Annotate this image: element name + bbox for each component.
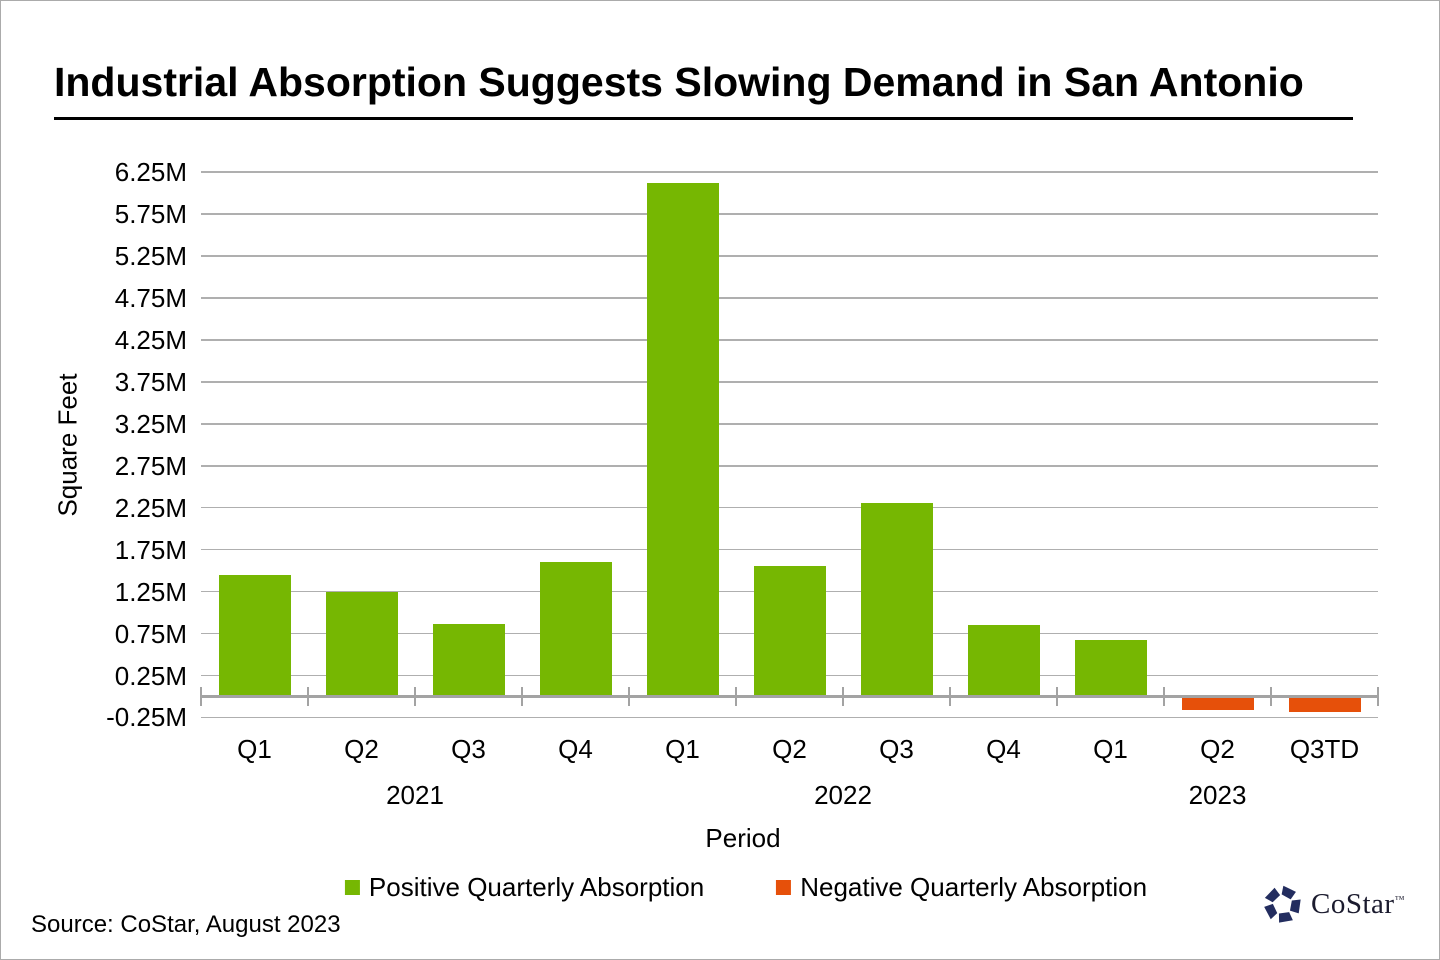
y-tick-label: 2.75M: [114, 450, 187, 481]
costar-pinwheel-icon: [1264, 885, 1301, 923]
gridline-2.25M: [201, 506, 1378, 509]
x-tick-label-q3-2021: Q3: [451, 734, 486, 764]
x-tick-label-q2-2022: Q2: [772, 734, 807, 764]
x-axis-tick: [735, 687, 737, 706]
x-axis-title: Period: [705, 823, 781, 853]
year-label-2021: 2021: [386, 780, 444, 810]
bar-q2-2023: [1181, 698, 1254, 710]
gridline-1.75M: [201, 548, 1378, 551]
bar-q2-2022: [753, 566, 826, 698]
y-tick-label: 4.75M: [114, 282, 187, 313]
y-tick-label: 2.25M: [114, 492, 187, 523]
x-tick-label-q2-2021: Q2: [344, 734, 379, 764]
x-tick-label-q1-2021: Q1: [237, 734, 272, 764]
gridline-4.75M: [201, 297, 1378, 299]
gridline-5.25M: [201, 255, 1378, 257]
x-tick-label-q2-2023: Q2: [1200, 734, 1235, 764]
x-tick-label-q4-2022: Q4: [986, 734, 1021, 764]
bar-q1-2023: [1074, 640, 1147, 698]
bar-q3-2022: [860, 502, 933, 698]
x-tick-label-q1-2022: Q1: [665, 734, 700, 764]
gridline-6.25M: [201, 171, 1378, 173]
bar-q1-2021: [218, 574, 291, 698]
x-tick-label-q3-2022: Q3: [879, 734, 914, 764]
y-tick-label: 3.75M: [114, 366, 187, 397]
bar-q3-2021: [432, 623, 505, 698]
y-tick-label: 1.75M: [114, 534, 187, 565]
source-note: Source: CoStar, August 2023: [31, 911, 341, 938]
y-tick-label: 0.25M: [114, 660, 187, 691]
x-tick-label-q1-2023: Q1: [1093, 734, 1128, 764]
positive-legend-swatch: [344, 880, 360, 895]
x-axis-tick: [842, 687, 844, 706]
legend-item-negative: Negative Quarterly Absorption: [776, 872, 1147, 903]
chart-title: Industrial Absorption Suggests Slowing D…: [54, 59, 1304, 105]
bar-q4-2021: [539, 562, 612, 698]
bar-q3td-2023: [1288, 698, 1361, 713]
legend: Positive Quarterly Absorption Negative Q…: [344, 872, 1147, 903]
y-tick-label: 1.25M: [114, 576, 187, 607]
x-axis-tick: [1270, 687, 1272, 706]
bar-q1-2022: [646, 183, 719, 698]
x-axis-tick: [1163, 687, 1165, 706]
x-axis-tick: [307, 687, 309, 706]
x-axis-tick: [414, 687, 416, 706]
gridline--0.25M: [201, 716, 1378, 719]
legend-item-positive: Positive Quarterly Absorption: [344, 872, 705, 903]
bar-q2-2021: [325, 591, 398, 698]
x-axis-tick: [1056, 687, 1058, 706]
y-tick-label: 4.25M: [114, 324, 187, 355]
positive-legend-label: Positive Quarterly Absorption: [368, 872, 705, 902]
costar-logo: CoStar™: [1261, 883, 1405, 926]
year-label-2022: 2022: [814, 780, 872, 810]
gridline-3.25M: [201, 423, 1378, 425]
x-axis-tick: [1377, 687, 1379, 706]
x-axis-line: [201, 695, 1378, 698]
y-tick-label: 3.25M: [114, 408, 187, 439]
bar-q4-2022: [967, 625, 1040, 698]
title-underline: [54, 117, 1353, 120]
x-tick-label-q4-2021: Q4: [558, 734, 593, 764]
gridline-5.75M: [201, 213, 1378, 215]
x-axis-tick: [949, 687, 951, 706]
negative-legend-label: Negative Quarterly Absorption: [800, 872, 1148, 902]
y-tick-label: 0.75M: [114, 618, 187, 649]
y-tick-label: 5.75M: [114, 199, 187, 230]
gridline-2.75M: [201, 465, 1378, 467]
gridline-4.25M: [201, 339, 1378, 341]
x-axis-tick: [628, 687, 630, 706]
y-tick-label: 5.25M: [114, 241, 187, 272]
gridline-3.75M: [201, 381, 1378, 383]
costar-logo-text: CoStar™: [1311, 888, 1405, 920]
y-tick-label: 6.25M: [114, 157, 187, 188]
y-tick-label: -0.25M: [106, 702, 187, 733]
year-label-2023: 2023: [1188, 780, 1247, 810]
x-axis-tick: [521, 687, 523, 706]
x-axis-tick: [200, 687, 202, 706]
x-tick-label-q3td-2023: Q3TD: [1289, 734, 1360, 764]
negative-legend-swatch: [776, 880, 792, 895]
